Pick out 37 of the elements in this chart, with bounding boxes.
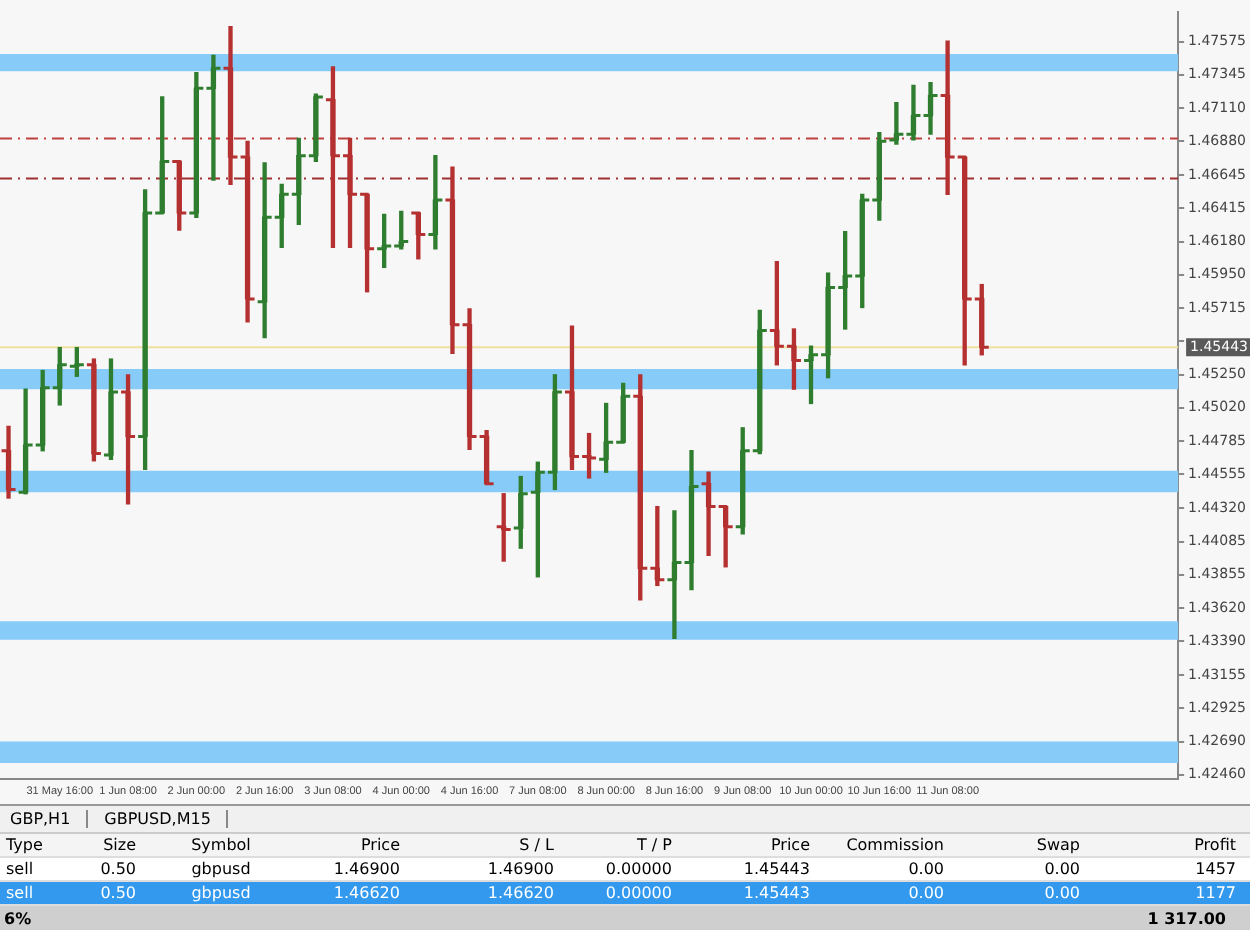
text: sell	[4, 860, 36, 878]
text: 6%	[4, 909, 32, 927]
text: 0.00000	[603, 884, 672, 902]
candlestick	[119, 374, 137, 505]
text: 1.45443	[741, 860, 810, 878]
text: 0.00	[906, 884, 944, 902]
text: 0.00	[1042, 884, 1080, 902]
text: 1.46900	[331, 860, 400, 878]
category-label: Size	[101, 836, 136, 854]
text: sell	[4, 884, 36, 902]
text: 0.50	[98, 884, 136, 902]
text: 1.46900	[485, 860, 554, 878]
text: gbpusd	[189, 884, 253, 902]
category-label: Type	[4, 836, 45, 854]
category-label: Symbol	[189, 836, 253, 854]
candlestick	[85, 358, 103, 462]
text: 0.00	[906, 860, 944, 878]
text: 0.00	[1042, 860, 1080, 878]
text: 1.46620	[331, 884, 400, 902]
category-label: Price	[358, 836, 400, 854]
candlestick	[102, 358, 120, 461]
text: GBPUSD,M15	[88, 810, 229, 828]
category-label: T / P	[635, 836, 672, 854]
text: GBP,H1	[0, 810, 89, 828]
category-label: Price	[768, 836, 810, 854]
text: 1.45443	[741, 884, 810, 902]
text: 1177	[1193, 884, 1236, 902]
text: 1.46620	[485, 884, 554, 902]
text: gbpusd	[189, 860, 253, 878]
text: 1457	[1193, 860, 1236, 878]
text: 1 317.00	[1147, 909, 1226, 927]
category-label: Swap	[1034, 836, 1080, 854]
category-label: Profit	[1192, 836, 1236, 854]
category-label: Commission	[844, 836, 944, 854]
category-label: S / L	[517, 836, 554, 854]
text: 0.50	[98, 860, 136, 878]
text: 0.00000	[603, 860, 672, 878]
